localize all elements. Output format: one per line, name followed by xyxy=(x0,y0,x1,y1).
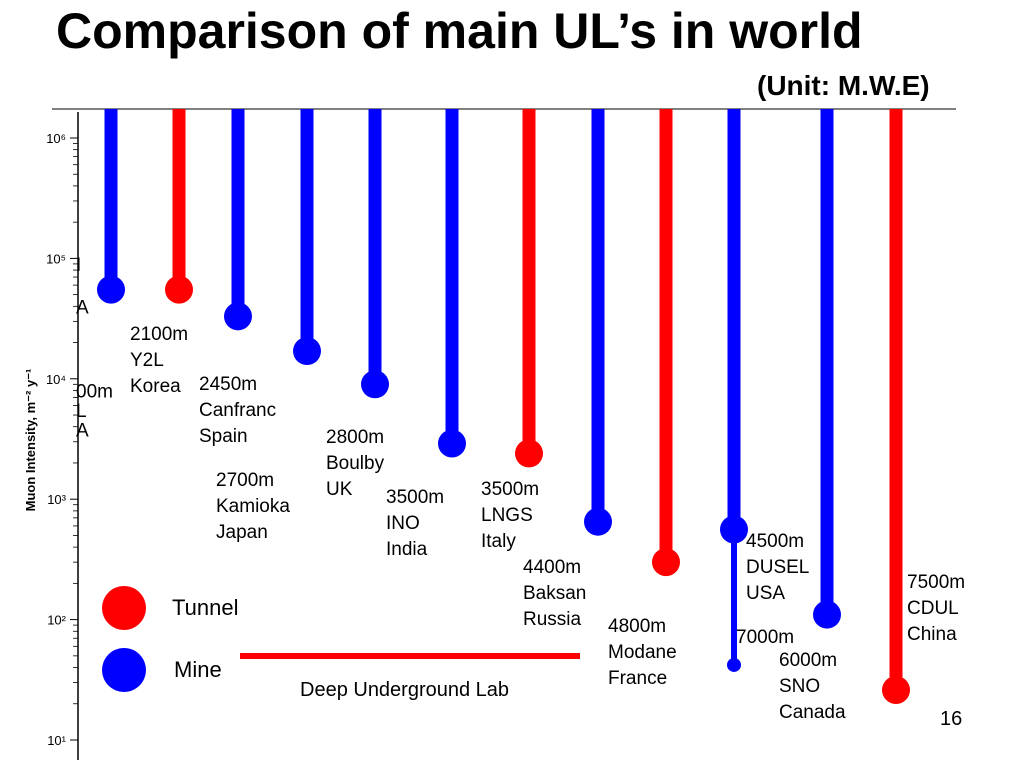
lab-marker xyxy=(727,657,741,672)
lab-marker xyxy=(438,429,466,458)
lab-label: 3500m INO India xyxy=(386,487,444,560)
legend-swatch-mine xyxy=(102,648,146,692)
lab-label: 3500m LNGS Italy xyxy=(481,479,539,552)
legend-label-tunnel: Tunnel xyxy=(172,595,238,620)
lab-label: 2700m Kamioka Japan xyxy=(216,470,290,543)
lab-marker xyxy=(361,370,389,399)
lab-marker xyxy=(224,302,252,331)
y-tick-label: 10⁶ xyxy=(46,131,66,146)
lab-marker xyxy=(165,275,193,304)
lab-label: 7500m CDUL China xyxy=(907,572,965,645)
partial-label: I xyxy=(76,255,81,276)
lab-marker xyxy=(882,676,910,705)
lab-marker xyxy=(97,275,125,304)
lab-label: 2450m Canfranc Spain xyxy=(199,374,276,447)
y-axis: 10¹ 10² 10³ 10⁴ 10⁵ 10⁶ Muon Intensity, m⁻² y⁻… xyxy=(23,108,956,760)
annotation-label: Deep Underground Lab xyxy=(300,679,509,701)
lab-label: 4500m DUSEL USA xyxy=(746,531,809,604)
partial-label: A xyxy=(76,297,89,318)
lab-markers xyxy=(97,109,910,705)
partial-label: L xyxy=(76,401,87,422)
lab-label: 7000m xyxy=(736,627,794,648)
lab-label: 4800m Modane France xyxy=(608,616,677,689)
lab-marker xyxy=(652,548,680,577)
lab-marker xyxy=(293,337,321,366)
partial-label: A xyxy=(76,420,89,441)
page-title: Comparison of main UL’s in world xyxy=(56,3,863,59)
slide-number: 16 xyxy=(940,708,963,730)
lab-label: 2800m Boulby UK xyxy=(326,427,385,500)
lab-marker xyxy=(584,507,612,536)
lab-label: 6000m SNO Canada xyxy=(779,650,846,723)
partial-label: 00m xyxy=(76,381,113,402)
y-tick-label: 10⁴ xyxy=(46,372,66,387)
legend-label-mine: Mine xyxy=(174,657,222,682)
y-tick-label: 10² xyxy=(47,613,66,628)
lab-marker xyxy=(515,439,543,468)
lab-marker xyxy=(813,600,841,629)
legend: Tunnel Mine Deep Underground Lab xyxy=(102,586,580,701)
legend-swatch-tunnel xyxy=(102,586,146,630)
lab-label: 4400m Baksan Russia xyxy=(523,557,586,630)
y-axis-label: Muon Intensity, m⁻² y⁻¹ xyxy=(23,369,38,512)
y-tick-label: 10⁵ xyxy=(46,251,66,266)
y-tick-label: 10¹ xyxy=(47,733,66,748)
unit-label: (Unit: M.W.E) xyxy=(757,70,930,101)
y-tick-label: 10³ xyxy=(47,492,66,507)
lab-label: 2100m Y2L Korea xyxy=(130,324,188,397)
